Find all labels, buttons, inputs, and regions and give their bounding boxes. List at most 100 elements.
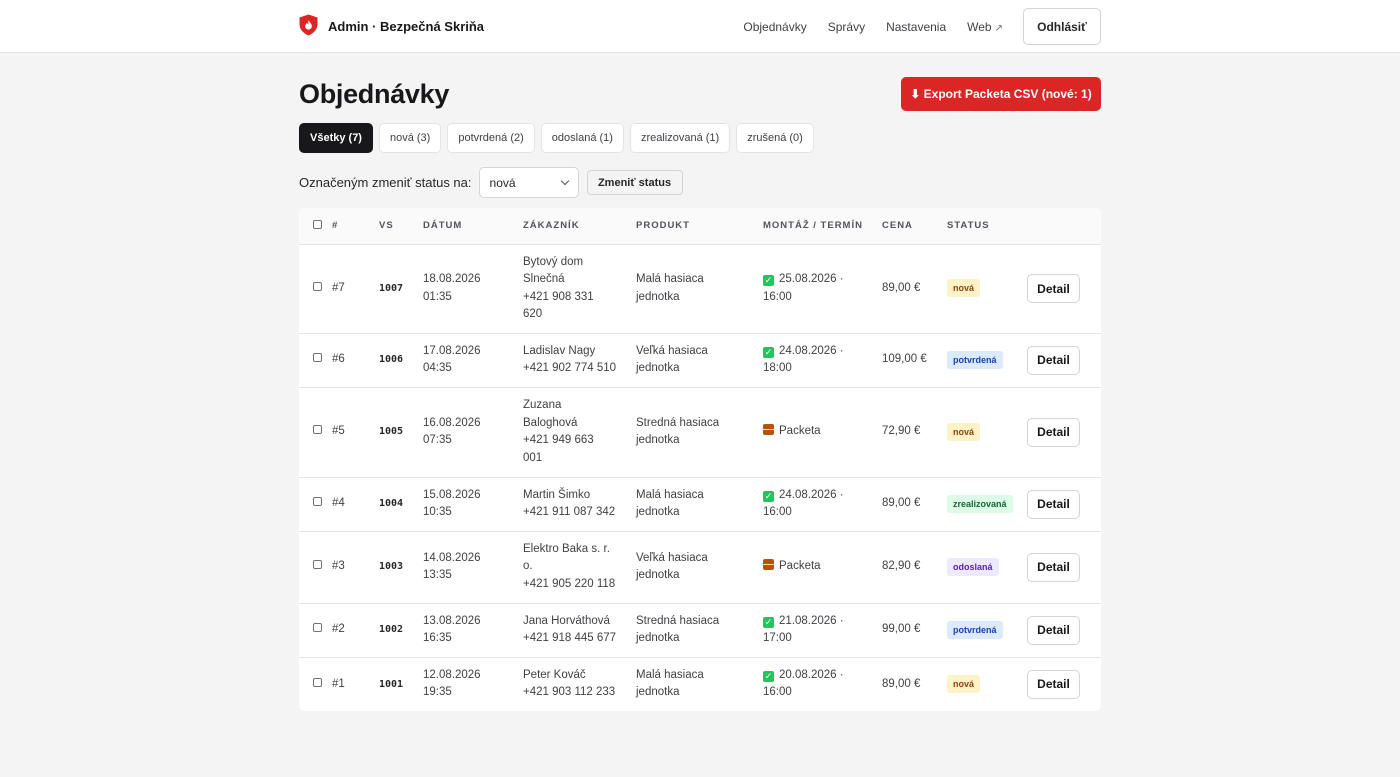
- detail-button[interactable]: Detail: [1027, 489, 1080, 519]
- row-checkbox[interactable]: [313, 281, 322, 291]
- row-checkbox[interactable]: [313, 560, 322, 570]
- term-cell: ✓ 25.08.2026 · 16:00: [763, 244, 882, 334]
- customer-cell: Peter Kováč +421 903 112 233: [523, 657, 636, 711]
- product-line: Malá hasiaca: [636, 488, 704, 501]
- detail-button[interactable]: Detail: [1027, 552, 1080, 582]
- table-header-row: # VS DÁTUM ZÁKAZNÍK PRODUKT MONTÁŽ / TER…: [299, 208, 1101, 245]
- filter-tab[interactable]: odoslaná (1): [540, 123, 624, 153]
- term-text: 24.08.2026 ·: [779, 344, 844, 357]
- nav-link-web[interactable]: Web ↗: [967, 20, 1003, 34]
- select-all-checkbox[interactable]: [313, 219, 322, 229]
- package-icon: [763, 559, 774, 571]
- filter-tab[interactable]: Všetky (7): [299, 123, 373, 153]
- product-cell: Stredná hasiaca jednotka: [636, 387, 763, 478]
- term-line: 16:00: [763, 504, 882, 522]
- main-content: Objednávky ⬇ Export Packeta CSV (nové: 1…: [299, 77, 1101, 711]
- column-header-actions: [1027, 208, 1101, 245]
- nav-link-orders[interactable]: Objednávky: [743, 19, 807, 34]
- row-select-cell: [299, 531, 332, 604]
- top-bar: Admin · Bezpečná Skriňa Objednávky Správ…: [0, 0, 1400, 53]
- bulk-status-selected: nová: [489, 175, 516, 190]
- detail-button[interactable]: Detail: [1027, 615, 1080, 645]
- customer-cell: Elektro Baka s. r. o. +421 905 220 118: [523, 531, 636, 604]
- package-icon: [763, 424, 774, 436]
- chevron-down-icon: [560, 176, 569, 186]
- product-cell: Malá hasiaca jednotka: [636, 657, 763, 711]
- column-header-number: #: [332, 208, 379, 245]
- customer-line: Slnečná: [523, 273, 565, 285]
- check-icon: ✓: [763, 670, 774, 682]
- nav-link-web-label: Web: [967, 19, 992, 34]
- bulk-status-select[interactable]: nová: [478, 167, 579, 198]
- status-cell: zrealizovaná: [947, 477, 1027, 532]
- order-time: 10:35: [423, 506, 452, 518]
- status-badge: nová: [947, 675, 981, 693]
- row-select-cell: [299, 333, 332, 388]
- top-bar-inner: Admin · Bezpečná Skriňa Objednávky Správ…: [299, 0, 1101, 53]
- row-checkbox[interactable]: [313, 425, 322, 435]
- row-select-cell: [299, 603, 332, 658]
- detail-button[interactable]: Detail: [1027, 345, 1080, 375]
- term-cell: ✓ 21.08.2026 · 17:00: [763, 603, 882, 658]
- order-date: 18.08.2026: [423, 273, 481, 285]
- order-vs: 1003: [379, 561, 404, 573]
- status-cell: nová: [947, 244, 1027, 334]
- term-text: Packeta: [779, 560, 821, 573]
- order-vs: 1005: [379, 426, 404, 438]
- product-cell: Stredná hasiaca jednotka: [636, 603, 763, 658]
- brand[interactable]: Admin · Bezpečná Skriňa: [299, 14, 484, 39]
- order-vs: 1001: [379, 678, 404, 690]
- order-number: #2: [332, 603, 379, 658]
- filter-tab[interactable]: nová (3): [378, 123, 442, 153]
- filter-tab[interactable]: potvrdená (2): [447, 123, 535, 153]
- product-line: Veľká hasiaca: [636, 344, 708, 357]
- order-price: 82,90 €: [882, 531, 947, 604]
- page-title: Objednávky: [299, 78, 450, 109]
- term-text: 16:00: [763, 506, 792, 518]
- order-vs-cell: 1001: [379, 657, 423, 711]
- logout-button[interactable]: Odhlásiť: [1023, 8, 1101, 45]
- detail-button[interactable]: Detail: [1027, 274, 1080, 303]
- order-price: 89,00 €: [882, 677, 921, 690]
- product-line: jednotka: [636, 569, 680, 581]
- customer-line: 001: [523, 451, 543, 464]
- product-line: jednotka: [636, 290, 680, 303]
- actions-cell: Detail: [1027, 333, 1101, 388]
- row-checkbox[interactable]: [313, 623, 322, 633]
- shield-icon: [299, 14, 318, 39]
- customer-line: Baloghová: [523, 416, 578, 429]
- order-vs: 1007: [379, 282, 404, 294]
- customer-line: +421 905 220 118: [523, 577, 616, 590]
- order-date-cell: 12.08.2026 19:35: [423, 657, 523, 711]
- external-link-icon: ↗: [994, 22, 1003, 34]
- export-packeta-csv-button[interactable]: ⬇ Export Packeta CSV (nové: 1): [901, 77, 1101, 111]
- nav-link-messages[interactable]: Správy: [827, 19, 866, 34]
- table-row: #4 1004 15.08.2026 10:35 Martin Šimko +421 91…: [299, 477, 1101, 532]
- order-vs-cell: 1003: [379, 531, 423, 604]
- status-badge: potvrdená: [947, 350, 1003, 369]
- term-line: Packeta: [763, 558, 882, 576]
- table-row: #5 1005 16.08.2026 07:35 Zuzana Baloghová +421…: [299, 387, 1101, 478]
- term-cell: Packeta: [763, 387, 882, 478]
- product-line: jednotka: [636, 362, 680, 374]
- row-checkbox[interactable]: [313, 677, 322, 687]
- term-cell: ✓ 24.08.2026 · 18:00: [763, 333, 882, 388]
- filter-tab[interactable]: zrušená (0): [736, 123, 814, 153]
- select-all-header: [299, 208, 332, 245]
- order-date: 13.08.2026: [423, 614, 481, 627]
- status-cell: potvrdená: [947, 333, 1027, 388]
- order-number: #1: [332, 677, 345, 690]
- customer-cell: Jana Horváthová +421 918 445 677: [523, 603, 636, 658]
- product-cell: Malá hasiaca jednotka: [636, 244, 763, 334]
- column-header-term: MONTÁŽ / TERMÍN: [763, 208, 882, 245]
- filter-tab[interactable]: zrealizovaná (1): [629, 123, 731, 153]
- main-nav: Objednávky Správy Nastavenia Web ↗ Odhlás…: [743, 8, 1101, 45]
- check-icon: ✓: [763, 275, 774, 286]
- nav-link-settings[interactable]: Nastavenia: [886, 19, 947, 34]
- row-checkbox[interactable]: [313, 353, 322, 363]
- customer-line: Peter Kováč: [523, 668, 586, 681]
- detail-button[interactable]: Detail: [1027, 669, 1080, 699]
- change-status-button[interactable]: Zmeniť status: [586, 170, 683, 195]
- row-checkbox[interactable]: [313, 497, 322, 507]
- detail-button[interactable]: Detail: [1027, 417, 1080, 447]
